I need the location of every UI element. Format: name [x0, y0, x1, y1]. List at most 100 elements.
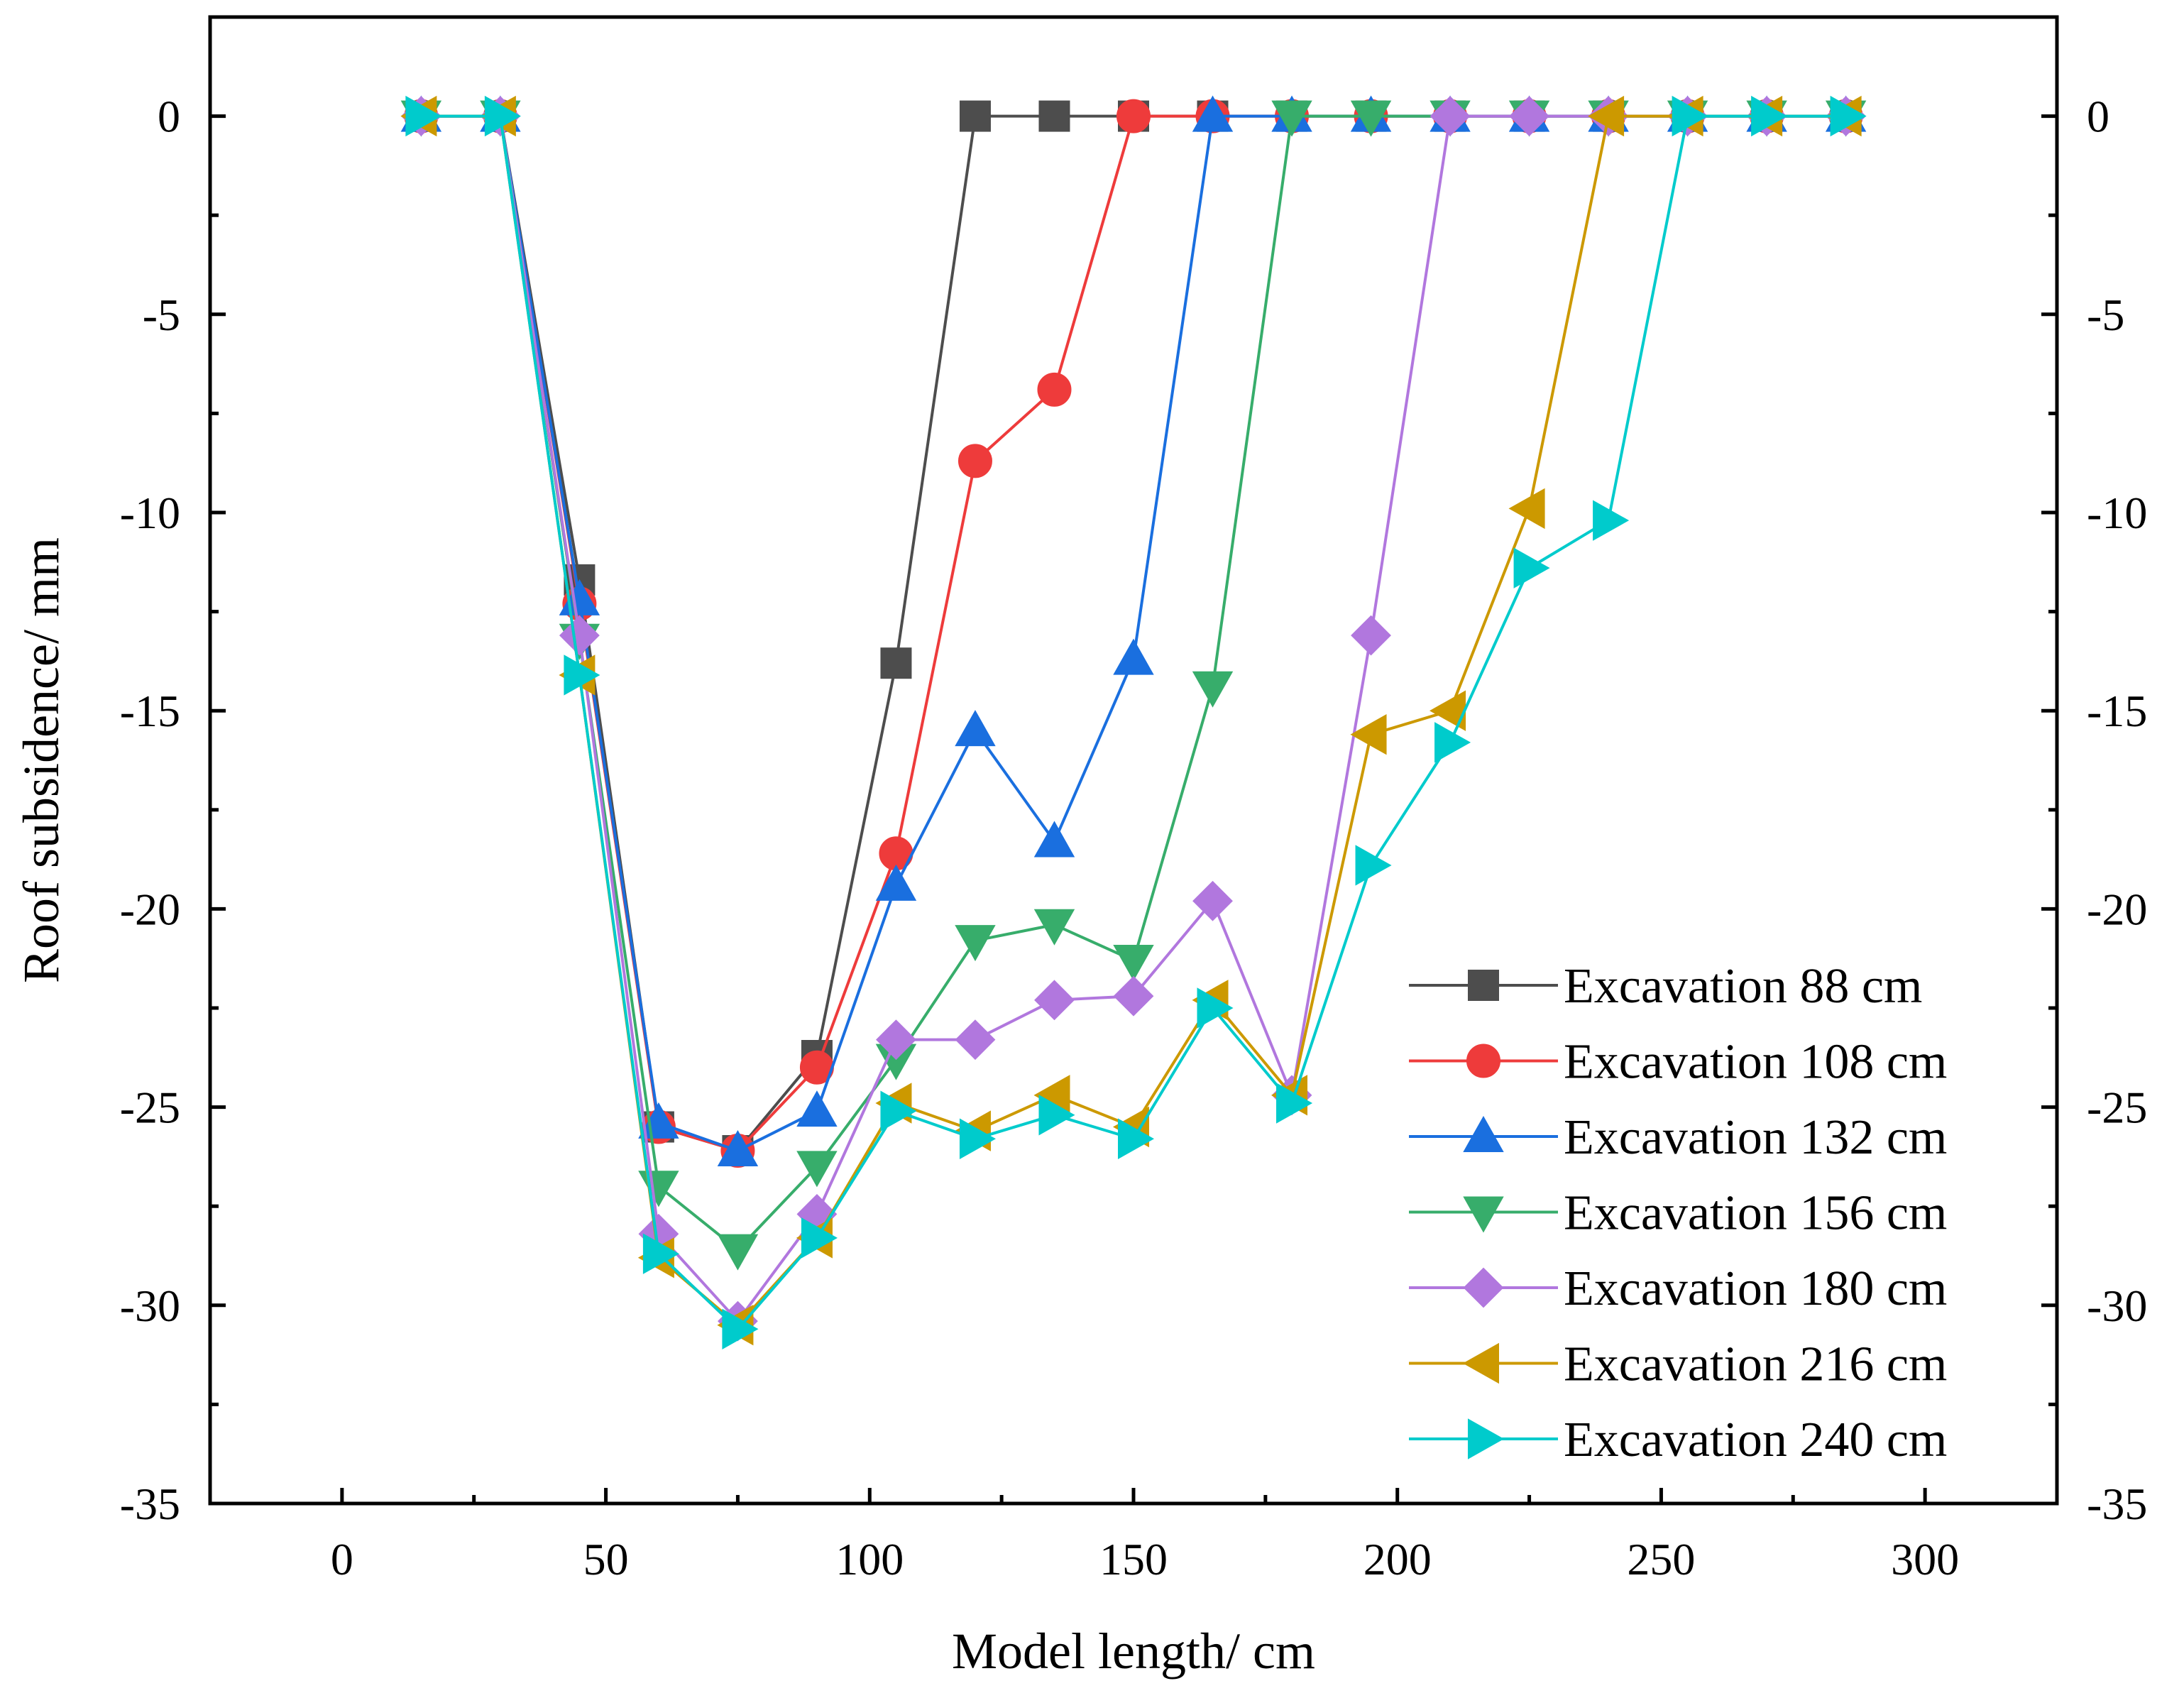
y-right-tick-label: 0 — [2087, 92, 2109, 142]
data-point — [1434, 722, 1471, 763]
data-point — [959, 100, 991, 132]
data-point — [1038, 100, 1070, 132]
legend-marker — [1462, 1342, 1499, 1384]
data-point — [722, 1308, 759, 1350]
data-point — [801, 1217, 838, 1259]
data-point — [955, 1019, 996, 1061]
data-point — [957, 444, 992, 478]
data-point — [1430, 96, 1471, 137]
legend-item: Excavation 156 cm — [1409, 1186, 1947, 1241]
legend-label: Excavation 156 cm — [1564, 1186, 1947, 1241]
y-left-tick-label: -25 — [120, 1083, 180, 1133]
data-point — [1038, 1095, 1075, 1136]
y-left-tick-label: -15 — [120, 686, 180, 736]
data-point — [955, 710, 996, 747]
y-left-tick-label: -35 — [120, 1479, 180, 1529]
data-point — [1192, 880, 1233, 921]
legend-label: Excavation 108 cm — [1564, 1035, 1947, 1090]
legend-label: Excavation 240 cm — [1564, 1413, 1947, 1467]
y-left-tick-label: -20 — [120, 884, 180, 934]
data-point — [1118, 1118, 1155, 1159]
legend-item: Excavation 108 cm — [1409, 1035, 1947, 1090]
data-point — [1113, 944, 1154, 982]
data-point — [1276, 1083, 1313, 1124]
legend: Excavation 88 cm Excavation 108 cm Excavat… — [1409, 959, 1947, 1467]
data-point — [1033, 821, 1075, 858]
data-point — [1830, 95, 1867, 137]
legend-label: Excavation 132 cm — [1564, 1110, 1947, 1165]
data-point — [559, 615, 600, 656]
data-point — [875, 864, 917, 901]
legend-marker — [1468, 1418, 1505, 1459]
y-right-tick-label: -20 — [2087, 884, 2147, 934]
x-tick-label: 250 — [1627, 1534, 1695, 1584]
data-point — [1271, 100, 1312, 137]
data-point — [1509, 96, 1549, 137]
data-point — [1593, 500, 1630, 541]
y-left-tick-label: -10 — [120, 488, 180, 538]
y-axis-title: Roof subsidence/ mm — [13, 537, 70, 983]
data-point — [1113, 975, 1154, 1017]
data-point — [1033, 909, 1075, 946]
y-right-tick-label: -30 — [2087, 1281, 2147, 1331]
legend-marker — [1468, 970, 1499, 1001]
y-left-tick-label: -5 — [143, 290, 180, 340]
legend-label: Excavation 216 cm — [1564, 1337, 1947, 1392]
x-axis-title: Model length/ cm — [952, 1623, 1315, 1680]
data-point — [880, 647, 912, 679]
y-left-tick-label: -30 — [120, 1281, 180, 1331]
legend-item: Excavation 132 cm — [1409, 1110, 1947, 1165]
data-point — [959, 1118, 997, 1159]
legend-item: Excavation 240 cm — [1409, 1413, 1947, 1467]
data-point — [1588, 95, 1625, 137]
data-point — [717, 1129, 759, 1167]
y-left-tick-label: 0 — [158, 92, 180, 142]
data-point — [796, 1151, 838, 1188]
data-point — [876, 1019, 916, 1061]
data-point — [1355, 845, 1392, 886]
data-point — [564, 654, 600, 696]
y-right-tick-label: -10 — [2087, 488, 2147, 538]
data-point — [1034, 980, 1075, 1021]
data-point — [796, 1090, 838, 1127]
series-7 — [405, 95, 1867, 1350]
y-right-tick-label: -15 — [2087, 686, 2147, 736]
x-tick-label: 0 — [331, 1534, 353, 1584]
legend-item: Excavation 88 cm — [1409, 959, 1922, 1014]
data-point — [1351, 615, 1391, 656]
data-point — [1116, 99, 1151, 133]
legend-item: Excavation 216 cm — [1409, 1337, 1947, 1392]
x-tick-label: 200 — [1363, 1534, 1432, 1584]
y-right-tick-label: -5 — [2087, 290, 2124, 340]
plot-frame — [208, 15, 2059, 1506]
data-point — [1192, 95, 1234, 132]
data-point — [484, 95, 521, 137]
data-point — [1350, 100, 1392, 137]
data-point — [405, 95, 442, 137]
data-point — [1037, 372, 1072, 407]
legend-marker — [1463, 1267, 1504, 1308]
data-point — [717, 1234, 759, 1271]
legend-marker — [1466, 1044, 1500, 1078]
legend-marker — [1463, 1196, 1504, 1233]
y-right-tick-label: -25 — [2087, 1083, 2147, 1133]
data-point — [1513, 547, 1550, 588]
data-point — [1192, 671, 1234, 708]
data-point — [1751, 95, 1788, 137]
data-point — [955, 925, 996, 962]
data-point — [642, 1233, 679, 1274]
series-group — [400, 95, 1867, 1350]
data-point — [1197, 987, 1234, 1029]
legend-marker — [1463, 1115, 1504, 1152]
tick-label-group: 0 50 100 150 200 250 300 0 0 -5 -5 -10 -10 -15 -15 -20 -… — [120, 92, 2148, 1584]
x-tick-label: 50 — [583, 1534, 629, 1584]
x-tick-label: 300 — [1891, 1534, 1959, 1584]
data-point — [1508, 488, 1545, 530]
data-point — [1113, 638, 1154, 675]
x-tick-label: 150 — [1099, 1534, 1168, 1584]
data-point — [1350, 713, 1387, 755]
legend-label: Excavation 88 cm — [1564, 959, 1922, 1014]
